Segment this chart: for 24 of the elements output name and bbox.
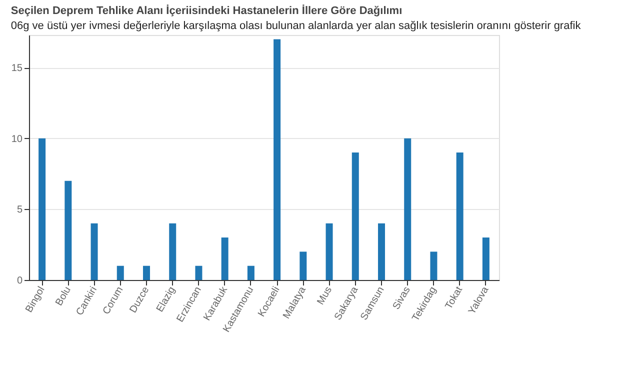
bar [221,238,228,280]
bar [482,238,490,280]
y-tick-label: 15 [11,63,23,74]
bar [456,152,464,280]
bar [378,223,385,280]
bar [430,252,438,280]
y-tick-label: 10 [11,134,23,145]
bar [247,266,254,280]
bar [326,223,333,280]
bar [404,138,412,280]
y-tick-label: 0 [16,276,23,286]
bar [300,252,307,280]
bar [352,152,359,280]
y-tick-label: 5 [16,204,23,216]
text: 06g ve üstü yer ivmesi değerleriyle karşılaşma olası bulunan alanlarda yer alan sağlık tesislerin oranını gösterir grafik [10,20,582,32]
bar [143,266,150,280]
bar [90,223,98,280]
bar [274,39,281,280]
bar [116,266,124,280]
chart-title: Seçilen Deprem Tehlike Alanı İçeriisindeki Hastanelerin İllere Göre Dağılımı [10,4,402,17]
bar [64,180,72,280]
bar [195,266,202,280]
bar [38,138,46,280]
bar [169,223,176,280]
